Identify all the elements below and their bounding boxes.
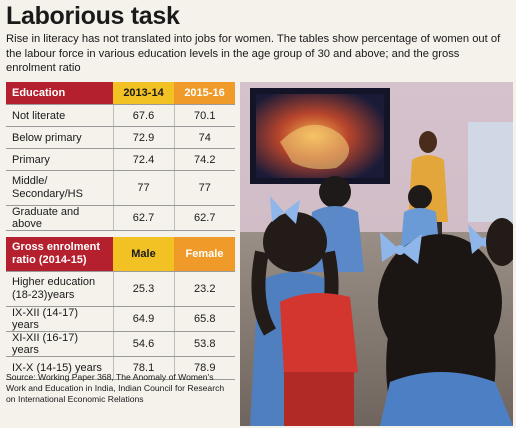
cell-value: 72.4 [112,148,174,171]
cell-value: 64.9 [112,306,174,332]
cell-value: 62.7 [173,205,235,231]
row-label: IX-X (14-15) years [6,356,113,380]
table-row: Below primary 72.9 74 [6,126,235,149]
row-label: XI-XII (16-17) years [6,331,113,357]
tables-column: Education 2013-14 2015-16 Not literate 6… [6,82,235,380]
table-row: IX-X (14-15) years 78.1 78.9 [6,356,235,380]
cell-value: 74 [173,126,235,149]
cell-value: 74.2 [173,148,235,171]
cell-value: 72.9 [112,126,174,149]
source-note: Source: Working Paper 368, The Anomaly o… [6,372,225,404]
column-header: 2015-16 [174,82,235,105]
cell-value: 78.1 [112,356,174,380]
row-label: Not literate [6,104,113,127]
cell-value: 77 [173,170,235,206]
table-row: Higher education (18-23)years 25.3 23.2 [6,271,235,307]
table-row: XI-XII (16-17) years 54.6 53.8 [6,331,235,357]
cell-value: 53.8 [173,331,235,357]
table-row: Primary 72.4 74.2 [6,148,235,171]
classroom-photo [240,82,513,426]
table-row: Not literate 67.6 70.1 [6,104,235,127]
subtitle: Rise in literacy has not translated into… [6,33,501,74]
row-label: Higher education (18-23)years [6,271,113,307]
cell-value: 23.2 [173,271,235,307]
column-header: 2013-14 [113,82,174,105]
table-header-row: Gross enrolment ratio (2014-15) Male Fem… [6,237,235,272]
row-label: IX-XII (14-17) years [6,306,113,332]
page-title: Laborious task [6,2,180,30]
column-header: Male [113,237,174,272]
column-header: Education [6,82,113,105]
table-row: Graduate and above 62.7 62.7 [6,205,235,231]
cell-value: 77 [112,170,174,206]
cell-value: 65.8 [173,306,235,332]
column-header: Female [174,237,235,272]
row-label: Middle/ Secondary/HS [6,170,113,206]
cell-value: 62.7 [112,205,174,231]
table-header-row: Education 2013-14 2015-16 [6,82,235,105]
row-label: Graduate and above [6,205,113,231]
table-row: Middle/ Secondary/HS 77 77 [6,170,235,206]
cell-value: 78.9 [173,356,235,380]
row-label: Below primary [6,126,113,149]
row-label: Primary [6,148,113,171]
enrolment-table: Gross enrolment ratio (2014-15) Male Fem… [6,237,235,380]
column-header: Gross enrolment ratio (2014-15) [6,237,113,272]
education-table: Education 2013-14 2015-16 Not literate 6… [6,82,235,231]
red-chair [280,293,358,378]
cell-value: 54.6 [112,331,174,357]
table-row: IX-XII (14-17) years 64.9 65.8 [6,306,235,332]
cell-value: 67.6 [112,104,174,127]
cell-value: 25.3 [112,271,174,307]
cell-value: 70.1 [173,104,235,127]
